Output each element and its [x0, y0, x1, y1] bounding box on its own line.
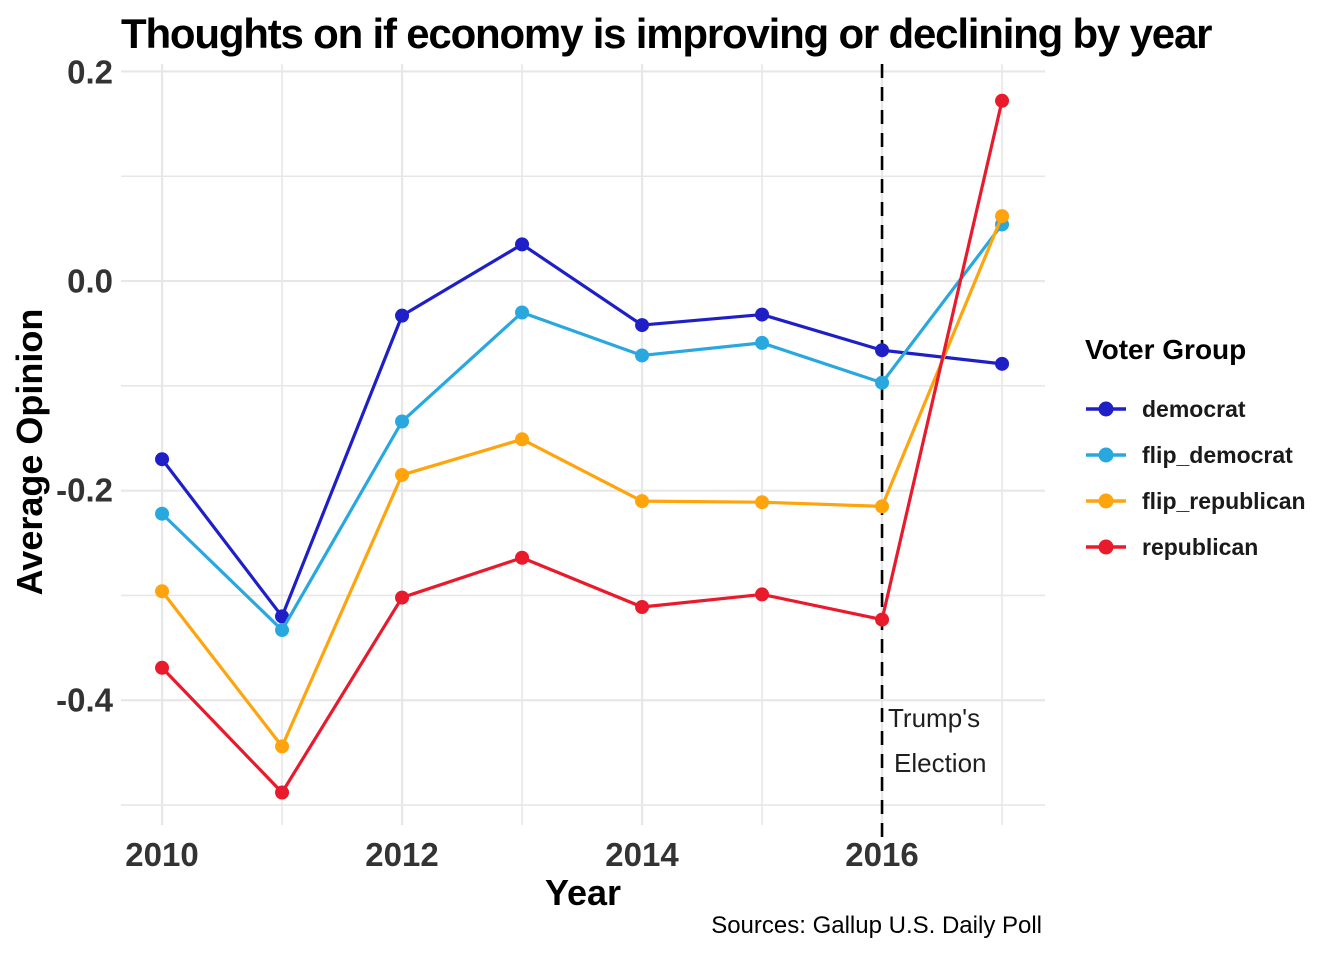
x-tick-label-2012: 2012	[365, 836, 439, 873]
legend-key-flip-republican-icon	[1086, 493, 1126, 509]
legend-title: Voter Group	[1085, 334, 1247, 365]
vline-annotation-line1: Trump's	[888, 703, 981, 733]
vline-annotation-line2: Election	[894, 748, 987, 778]
chart-title: Thoughts on if economy is improving or d…	[121, 10, 1212, 57]
legend-item-flip-republican: flip_republican	[1085, 486, 1344, 516]
legend-item-democrat: democrat	[1085, 394, 1344, 424]
legend-item-flip-democrat: flip_democrat	[1085, 440, 1344, 470]
y-tick-label-0.0: 0.0	[67, 262, 113, 300]
legend-key-democrat-icon	[1086, 401, 1126, 417]
x-tick-label-2010: 2010	[125, 836, 199, 873]
legend-key-republican-icon	[1086, 539, 1126, 555]
legend: Voter Group democrat flip_democrat flip_…	[1085, 334, 1344, 578]
legend-label-flip-democrat: flip_democrat	[1142, 441, 1293, 468]
source-caption: Sources: Gallup U.S. Daily Poll	[711, 912, 1042, 939]
x-axis-title: Year	[544, 872, 622, 913]
vline-annotation: Trump's Election	[888, 696, 987, 786]
y-tick-label--0.4: -0.4	[56, 681, 113, 719]
y-axis-title: Average Opinion	[9, 308, 50, 596]
x-tick-label-2016: 2016	[845, 836, 919, 873]
y-tick-label-0.2: 0.2	[67, 53, 113, 91]
y-tick-label--0.2: -0.2	[56, 471, 113, 509]
legend-label-democrat: democrat	[1142, 395, 1246, 422]
legend-item-republican: republican	[1085, 532, 1344, 562]
legend-label-flip-republican: flip_republican	[1142, 487, 1306, 514]
legend-label-republican: republican	[1142, 533, 1259, 560]
legend-key-flip-democrat-icon	[1086, 447, 1126, 463]
x-tick-label-2014: 2014	[605, 836, 679, 873]
